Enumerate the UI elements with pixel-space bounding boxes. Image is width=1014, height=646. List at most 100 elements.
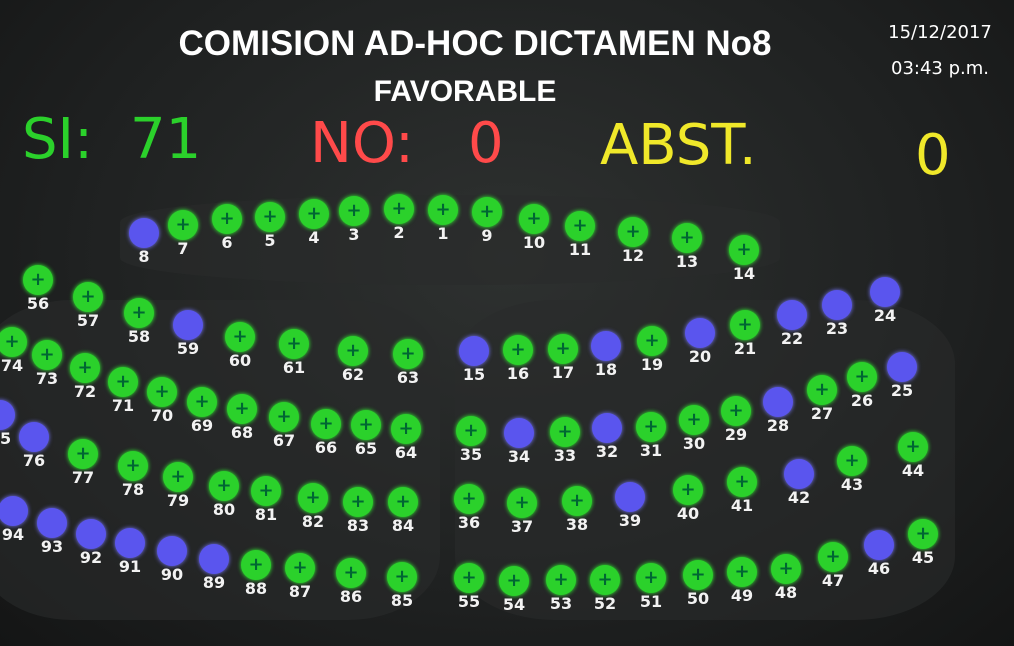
seat-2-yes: +	[384, 194, 414, 224]
abstention-count: 0	[915, 123, 951, 188]
no-label: NO:	[310, 111, 414, 176]
plus-icon: +	[398, 418, 414, 439]
seat-64-yes: +	[391, 414, 421, 444]
plus-icon: +	[557, 421, 573, 442]
seat-number: 49	[730, 586, 754, 605]
seat-32-absent	[592, 413, 622, 443]
plus-icon: +	[905, 436, 921, 457]
seat-8-absent	[129, 218, 159, 248]
seat-number: 62	[341, 365, 365, 384]
plus-icon: +	[510, 339, 526, 360]
plus-icon: +	[115, 371, 131, 392]
seat-91-absent	[115, 528, 145, 558]
seat-3-yes: +	[339, 196, 369, 226]
seat-31-yes: +	[636, 412, 666, 442]
plus-icon: +	[643, 567, 659, 588]
seat-65-yes: +	[351, 410, 381, 440]
plus-icon: +	[679, 227, 695, 248]
seat-85-yes: +	[387, 562, 417, 592]
seat-62-yes: +	[338, 336, 368, 366]
plus-icon: +	[125, 455, 141, 476]
seat-20-absent	[685, 318, 715, 348]
seat-19-yes: +	[637, 326, 667, 356]
plus-icon: +	[553, 569, 569, 590]
seat-38-yes: +	[562, 486, 592, 516]
seat-49-yes: +	[727, 557, 757, 587]
plus-icon: +	[734, 561, 750, 582]
seat-7-yes: +	[168, 210, 198, 240]
seat-number: 78	[121, 480, 145, 499]
plus-icon: +	[170, 466, 186, 487]
seat-number: 79	[166, 491, 190, 510]
seat-1-yes: +	[428, 195, 458, 225]
seat-73-yes: +	[32, 340, 62, 370]
plus-icon: +	[686, 409, 702, 430]
seat-number: 32	[595, 442, 619, 461]
plus-icon: +	[343, 562, 359, 583]
seat-23-absent	[822, 290, 852, 320]
seat-36-yes: +	[454, 484, 484, 514]
seat-63-yes: +	[393, 339, 423, 369]
plus-icon: +	[461, 488, 477, 509]
seat-37-yes: +	[507, 488, 537, 518]
seat-number: 50	[686, 589, 710, 608]
seat-75-absent	[0, 400, 15, 430]
seat-number: 83	[346, 516, 370, 535]
date: 15/12/2017	[888, 22, 992, 43]
seat-27-yes: +	[807, 375, 837, 405]
seat-41-yes: +	[727, 467, 757, 497]
seat-66-yes: +	[311, 409, 341, 439]
plus-icon: +	[728, 400, 744, 421]
seat-number: 53	[549, 594, 573, 613]
seat-number: 74	[0, 356, 24, 375]
seat-number: 80	[212, 500, 236, 519]
seat-number: 45	[911, 548, 935, 567]
seat-52-yes: +	[590, 565, 620, 595]
seat-number: 25	[890, 381, 914, 400]
seat-93-absent	[37, 508, 67, 538]
plus-icon: +	[643, 416, 659, 437]
seat-58-yes: +	[124, 298, 154, 328]
seat-number: 16	[506, 364, 530, 383]
plus-icon: +	[778, 558, 794, 579]
seat-number: 89	[202, 573, 226, 592]
seat-number: 69	[190, 416, 214, 435]
seat-59-absent	[173, 310, 203, 340]
seat-number: 2	[393, 223, 405, 242]
plus-icon: +	[131, 302, 147, 323]
seat-number: 20	[688, 347, 712, 366]
plus-icon: +	[572, 215, 588, 236]
seat-number: 82	[301, 512, 325, 531]
seat-83-yes: +	[343, 487, 373, 517]
seat-number: 47	[821, 571, 845, 590]
plus-icon: +	[463, 420, 479, 441]
seat-77-yes: +	[68, 439, 98, 469]
seat-number: 43	[840, 475, 864, 494]
seat-number: 71	[111, 396, 135, 415]
seat-number: 30	[682, 434, 706, 453]
seat-4-yes: +	[299, 199, 329, 229]
plus-icon: +	[276, 406, 292, 427]
seat-number: 28	[766, 416, 790, 435]
plus-icon: +	[248, 554, 264, 575]
seat-29-yes: +	[721, 396, 751, 426]
seat-53-yes: +	[546, 565, 576, 595]
plus-icon: +	[915, 523, 931, 544]
seat-number: 12	[621, 246, 645, 265]
seat-number: 39	[618, 511, 642, 530]
seat-number: 54	[502, 595, 526, 614]
seat-number: 63	[396, 368, 420, 387]
seat-number: 9	[481, 226, 493, 245]
no-count: 0	[468, 111, 504, 176]
seat-number: 73	[35, 369, 59, 388]
seat-42-absent	[784, 459, 814, 489]
seat-70-yes: +	[147, 377, 177, 407]
seat-30-yes: +	[679, 405, 709, 435]
plus-icon: +	[262, 206, 278, 227]
seat-18-absent	[591, 331, 621, 361]
plus-icon: +	[597, 569, 613, 590]
plus-icon: +	[80, 286, 96, 307]
plus-icon: +	[30, 269, 46, 290]
seat-number: 24	[873, 306, 897, 325]
plus-icon: +	[318, 413, 334, 434]
